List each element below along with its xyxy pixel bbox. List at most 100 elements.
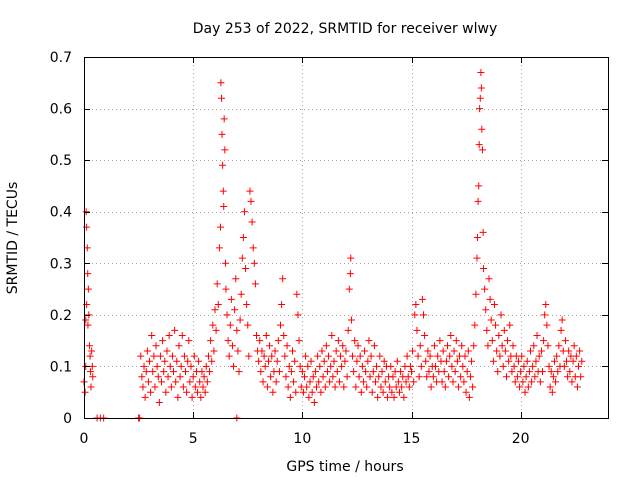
data-point (408, 368, 415, 376)
data-point (528, 378, 536, 386)
data-point (519, 378, 527, 386)
data-point (247, 197, 255, 205)
data-point (476, 105, 484, 113)
data-point (271, 347, 279, 355)
data-point (427, 383, 435, 391)
data-point (561, 337, 569, 345)
data-point (176, 373, 184, 381)
data-point (274, 337, 282, 345)
data-point (245, 352, 253, 360)
data-point (386, 383, 394, 391)
data-point (220, 203, 228, 211)
data-point (142, 368, 150, 376)
data-point (535, 352, 543, 360)
data-point (217, 79, 225, 87)
data-point (553, 352, 561, 360)
data-point (249, 244, 257, 252)
data-point (353, 357, 361, 365)
data-point (163, 347, 171, 355)
data-point (191, 383, 199, 391)
y-tick-label: 0.5 (50, 153, 72, 169)
data-point (337, 352, 345, 360)
data-point (267, 373, 275, 381)
data-point (529, 362, 537, 370)
data-point (208, 357, 216, 365)
data-point (452, 337, 460, 345)
data-point (251, 280, 259, 288)
data-point (294, 311, 302, 319)
data-point (350, 368, 358, 376)
data-point (175, 342, 183, 350)
data-point (447, 331, 455, 339)
data-point (149, 368, 157, 376)
data-point (236, 316, 244, 324)
data-point (364, 357, 372, 365)
data-point (167, 383, 175, 391)
data-point (216, 223, 224, 231)
data-point (432, 362, 440, 370)
data-point (459, 362, 467, 370)
data-point (466, 373, 474, 381)
y-tick-label: 0 (63, 411, 72, 427)
data-point (155, 399, 163, 407)
data-point (502, 373, 510, 381)
data-point (161, 357, 169, 365)
data-point (417, 362, 425, 370)
data-point (310, 399, 318, 407)
data-point (429, 373, 437, 381)
data-point (156, 352, 164, 360)
data-point (513, 373, 521, 381)
data-point (238, 254, 246, 262)
data-point (252, 331, 260, 339)
data-point (367, 352, 375, 360)
data-point (471, 321, 479, 329)
data-point (450, 347, 458, 355)
data-point (497, 311, 505, 319)
data-point (188, 393, 196, 401)
data-point (557, 326, 565, 334)
y-tick-label: 0.1 (50, 359, 72, 375)
data-point (370, 342, 378, 350)
data-point (213, 280, 221, 288)
data-point (84, 321, 92, 329)
data-point (212, 326, 220, 334)
data-point (358, 362, 366, 370)
data-point (281, 352, 289, 360)
data-point (172, 378, 180, 386)
data-point (439, 347, 447, 355)
data-point (277, 321, 284, 329)
data-point (183, 388, 191, 396)
data-point (378, 368, 386, 376)
data-point (508, 368, 516, 376)
data-point (492, 321, 500, 329)
data-point (500, 326, 508, 334)
data-point (374, 393, 382, 401)
data-point (224, 337, 232, 345)
data-point (545, 362, 553, 370)
data-point (89, 373, 97, 381)
data-point (154, 373, 162, 381)
data-point (551, 357, 559, 365)
data-point (160, 368, 168, 376)
data-point (474, 197, 482, 205)
data-point (179, 383, 187, 391)
data-point (501, 347, 509, 355)
data-point (485, 275, 493, 283)
data-point (457, 373, 465, 381)
data-point (395, 388, 403, 396)
data-point (448, 362, 456, 370)
data-point (438, 378, 446, 386)
data-point (366, 373, 374, 381)
data-point (355, 373, 363, 381)
data-point (393, 357, 401, 365)
data-point (506, 321, 514, 329)
data-point (499, 362, 507, 370)
data-point (458, 342, 466, 350)
data-point (262, 331, 270, 339)
chart-title: Day 253 of 2022, SRMTID for receiver wlw… (193, 21, 498, 37)
data-point (560, 362, 568, 370)
data-point (197, 393, 205, 401)
data-point (568, 378, 576, 386)
data-point (518, 352, 526, 360)
